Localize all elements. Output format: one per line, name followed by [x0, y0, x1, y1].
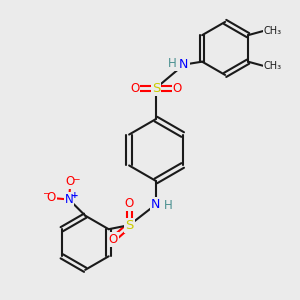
Text: +: + — [71, 191, 79, 200]
Text: S: S — [152, 82, 160, 95]
Text: N: N — [151, 198, 160, 211]
Text: −: − — [72, 174, 80, 183]
Text: O: O — [66, 175, 75, 188]
Text: N: N — [179, 58, 188, 71]
Text: O: O — [130, 82, 139, 95]
Text: N: N — [65, 193, 74, 206]
Text: CH₃: CH₃ — [264, 61, 282, 71]
Text: H: H — [168, 57, 177, 70]
Text: O: O — [47, 191, 56, 205]
Text: −: − — [42, 188, 50, 197]
Text: O: O — [125, 197, 134, 210]
Text: S: S — [125, 219, 134, 232]
Text: O: O — [172, 82, 182, 95]
Text: O: O — [109, 233, 118, 246]
Text: H: H — [164, 200, 172, 212]
Text: CH₃: CH₃ — [264, 26, 282, 36]
